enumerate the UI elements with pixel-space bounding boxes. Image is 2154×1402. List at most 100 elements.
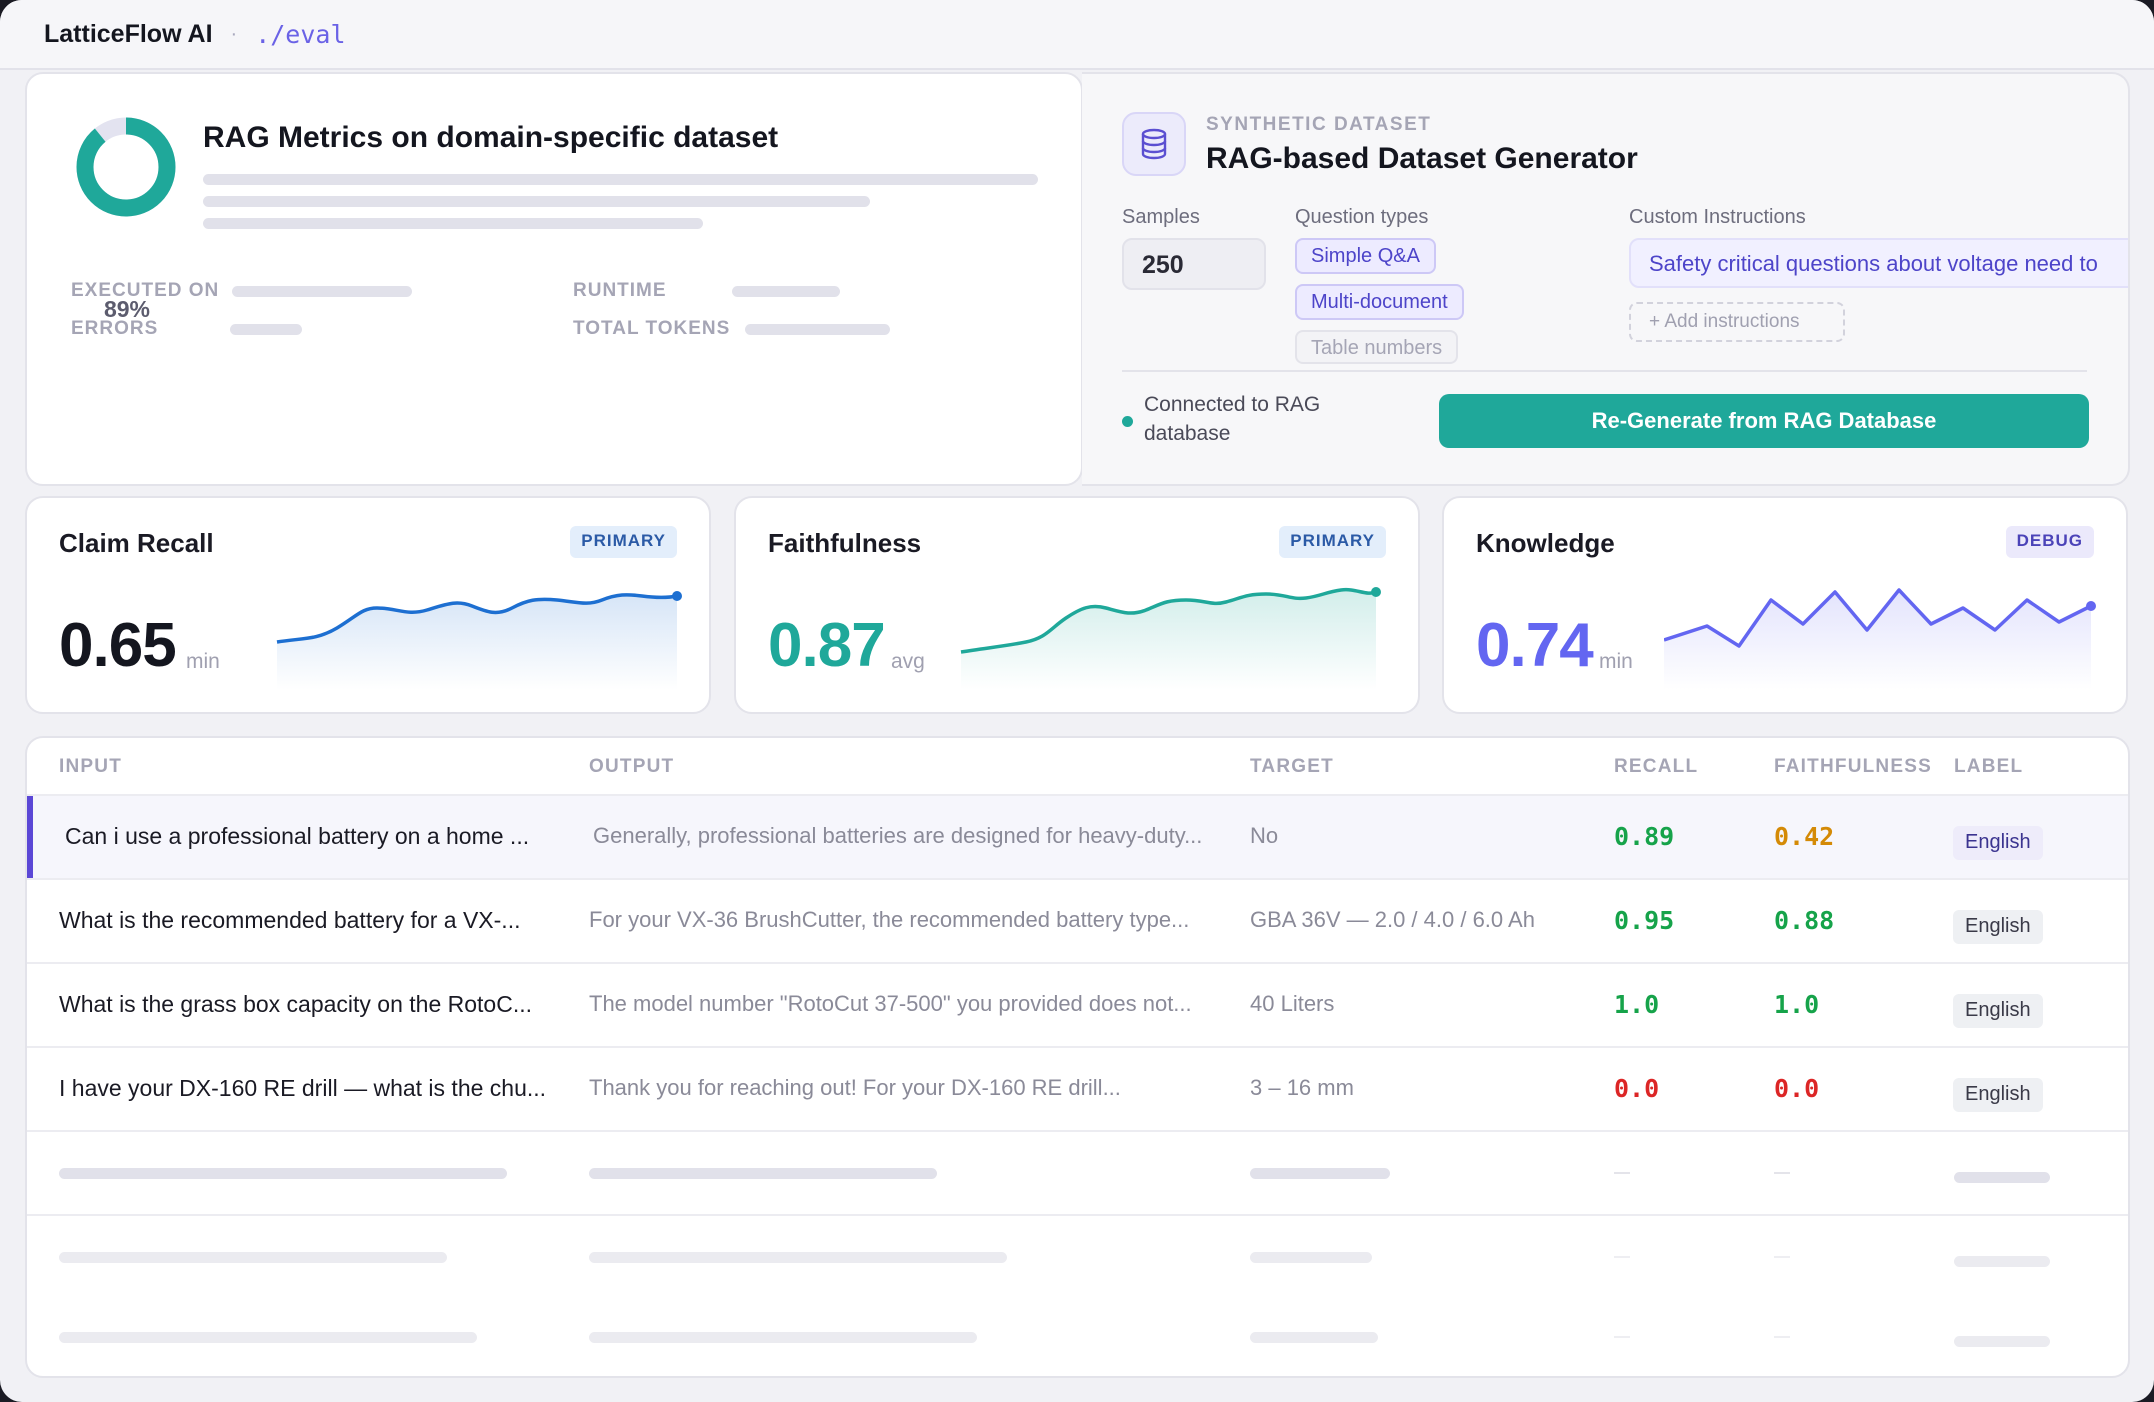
divider — [1122, 370, 2087, 372]
executed-on-label: EXECUTED ON — [71, 280, 220, 301]
placeholder-bar — [1954, 1172, 2050, 1183]
placeholder-row — [27, 1214, 2128, 1298]
metric-value: 0.87 — [768, 611, 886, 680]
metric-badge: DEBUG — [2005, 526, 2094, 558]
connection-status-text: Connected to RAG database — [1144, 393, 1321, 445]
table-row[interactable]: What is the recommended battery for a VX… — [27, 878, 2128, 962]
placeholder-bar — [1250, 1332, 1378, 1343]
label-badge: English — [1953, 1078, 2043, 1112]
runtime-label: RUNTIME — [573, 280, 667, 301]
cell-target: 3 – 16 mm — [1250, 1075, 1354, 1100]
label-badge: English — [1953, 910, 2043, 944]
add-instructions-button[interactable]: + Add instructions — [1629, 302, 1845, 342]
metric-card-faithfulness[interactable]: Faithfulness PRIMARY 0.87 avg — [734, 496, 1420, 714]
total-tokens-placeholder — [745, 324, 890, 335]
runtime-placeholder — [732, 286, 840, 297]
custom-instructions-input[interactable]: Safety critical questions about voltage … — [1629, 238, 2128, 288]
placeholder-row — [27, 1130, 2128, 1214]
column-header-input[interactable]: INPUT — [59, 756, 122, 777]
results-table: INPUT OUTPUT TARGET RECALL FAITHFULNESS … — [25, 736, 2130, 1378]
cell-output: For your VX-36 BrushCutter, the recommen… — [589, 907, 1190, 932]
evaluation-summary-card[interactable]: 89% RAG Metrics on domain-specific datas… — [25, 72, 1083, 486]
question-type-chip[interactable]: Multi-document — [1295, 284, 1464, 320]
placeholder-bar — [59, 1332, 477, 1343]
cell-faithfulness: 0.88 — [1774, 906, 1835, 935]
placeholder-bar — [589, 1332, 977, 1343]
column-header-target[interactable]: TARGET — [1250, 756, 1334, 777]
column-header-faithfulness[interactable]: FAITHFULNESS — [1774, 756, 1932, 777]
metric-card-knowledge[interactable]: Knowledge DEBUG 0.74 min — [1442, 496, 2128, 714]
label-badge: English — [1953, 826, 2043, 860]
errors-placeholder — [230, 324, 302, 335]
placeholder-dash — [1614, 1336, 1630, 1338]
cell-recall: 0.0 — [1614, 1074, 1660, 1103]
total-tokens-label: TOTAL TOKENS — [573, 318, 731, 339]
samples-label: Samples — [1122, 206, 1200, 228]
metric-title: Claim Recall — [59, 528, 214, 558]
samples-input[interactable]: 250 — [1122, 238, 1266, 290]
connection-status-dot — [1122, 416, 1133, 427]
placeholder-bar — [1954, 1336, 2050, 1347]
cell-faithfulness: 1.0 — [1774, 990, 1820, 1019]
placeholder-dash — [1774, 1336, 1790, 1338]
question-type-chip[interactable]: Simple Q&A — [1295, 238, 1436, 274]
regenerate-button[interactable]: Re-Generate from RAG Database — [1439, 394, 2089, 448]
column-header-recall[interactable]: RECALL — [1614, 756, 1699, 777]
metric-card-claim-recall[interactable]: Claim Recall PRIMARY 0.65 min — [25, 496, 711, 714]
table-row[interactable]: Can i use a professional battery on a ho… — [27, 794, 2128, 880]
cell-output: Thank you for reaching out! For your DX-… — [589, 1075, 1121, 1100]
cell-recall: 0.89 — [1614, 822, 1675, 851]
column-header-output[interactable]: OUTPUT — [589, 756, 675, 777]
placeholder-dash — [1774, 1256, 1790, 1258]
cell-input: What is the recommended battery for a VX… — [59, 907, 521, 933]
errors-label: ERRORS — [71, 318, 159, 339]
placeholder-bar — [1250, 1168, 1390, 1179]
cell-input: I have your DX-160 RE drill — what is th… — [59, 1075, 547, 1101]
metric-value: 0.65 — [59, 611, 177, 680]
placeholder-bar — [59, 1168, 507, 1179]
metric-badge: PRIMARY — [1279, 526, 1386, 558]
sparkline-faithfulness — [960, 587, 1381, 690]
breadcrumb-path[interactable]: ./eval — [255, 19, 346, 49]
top-bar: LatticeFlow AI · ./eval — [0, 0, 2154, 70]
table-row[interactable]: What is the grass box capacity on the Ro… — [27, 962, 2128, 1046]
sparkline-knowledge — [1664, 588, 2096, 690]
metric-badge: PRIMARY — [570, 526, 677, 558]
placeholder-bar — [1250, 1252, 1372, 1263]
generator-title: RAG-based Dataset Generator — [1206, 142, 1638, 175]
description-placeholder-line — [203, 174, 1038, 185]
breadcrumb-separator: · — [230, 22, 238, 45]
generator-kicker: SYNTHETIC DATASET — [1206, 114, 1432, 135]
metric-value: 0.74 — [1476, 611, 1594, 680]
custom-instructions-label: Custom Instructions — [1629, 206, 1806, 228]
placeholder-dash — [1774, 1172, 1790, 1174]
cell-target: GBA 36V — 2.0 / 4.0 / 6.0 Ah — [1250, 907, 1535, 932]
cell-input: What is the grass box capacity on the Ro… — [59, 991, 533, 1017]
cell-target: No — [1250, 823, 1279, 848]
cell-output: The model number "RotoCut 37-500" you pr… — [589, 991, 1192, 1016]
metric-unit: min — [186, 650, 220, 673]
column-header-label[interactable]: LABEL — [1954, 756, 2024, 777]
brand-name: LatticeFlow AI — [44, 19, 213, 48]
cell-recall: 1.0 — [1614, 990, 1660, 1019]
cell-faithfulness: 0.0 — [1774, 1074, 1820, 1103]
metric-unit: avg — [891, 650, 925, 673]
question-types-label: Question types — [1295, 206, 1429, 228]
cell-recall: 0.95 — [1614, 906, 1675, 935]
table-row[interactable]: I have your DX-160 RE drill — what is th… — [27, 1046, 2128, 1130]
placeholder-dash — [1614, 1256, 1630, 1258]
metric-unit: min — [1599, 650, 1633, 673]
database-icon — [1122, 112, 1186, 176]
cell-output: Generally, professional batteries are de… — [593, 823, 1203, 848]
placeholder-bar — [59, 1252, 447, 1263]
cell-faithfulness: 0.42 — [1774, 822, 1835, 851]
dataset-generator-card: SYNTHETIC DATASET RAG-based Dataset Gene… — [1082, 72, 2130, 486]
executed-on-placeholder — [232, 286, 412, 297]
label-badge: English — [1953, 994, 2043, 1028]
question-type-chip[interactable]: Table numbers — [1295, 330, 1459, 364]
placeholder-bar — [1954, 1256, 2050, 1267]
description-placeholder-line — [203, 196, 870, 207]
metric-title: Knowledge — [1476, 528, 1615, 558]
sparkline-claim-recall — [276, 591, 682, 690]
